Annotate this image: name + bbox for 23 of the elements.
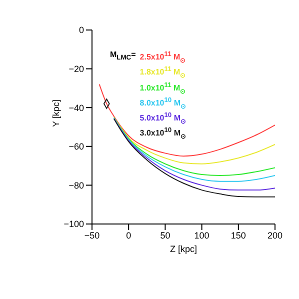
y-tick-label: 0 <box>78 25 84 36</box>
x-tick-label: 150 <box>230 230 246 240</box>
text: 5.0x10$^{10}$ M$_{⊙}$ <box>140 111 187 126</box>
text: 8.0x10$^{10}$ M$_{⊙}$ <box>140 96 187 111</box>
x-tick-label: 200 <box>267 230 283 240</box>
x-tick-label: 0 <box>126 230 132 240</box>
line-series <box>113 116 275 164</box>
x-tick-label: 50 <box>160 230 170 240</box>
text: 1.8x10$^{11}$ M$_{⊙}$ <box>140 65 187 80</box>
x-tick-label: 100 <box>194 230 210 240</box>
y-tick-label: −80 <box>68 180 84 190</box>
line-series <box>98 84 275 157</box>
series-label: 3.0x10$^{10}$ M$_{⊙}$ <box>140 126 187 142</box>
y-tick-label: −60 <box>68 142 84 152</box>
text: 2.5x10$^{11}$ M$_{⊙}$ <box>140 50 187 66</box>
x-tick-label: −50 <box>84 230 100 240</box>
y-tick-label: −100 <box>64 219 84 230</box>
y-tick-label: −40 <box>68 102 84 113</box>
y-tick-label: −20 <box>68 64 84 74</box>
x-axis-title: Z [kpc] <box>170 244 198 254</box>
y-axis-title: Y [kpc] <box>51 100 62 127</box>
legend-title: M$_{LMC}$= <box>110 50 136 64</box>
text: 1.0x10$^{11}$ M$_{⊙}$ <box>140 80 187 96</box>
